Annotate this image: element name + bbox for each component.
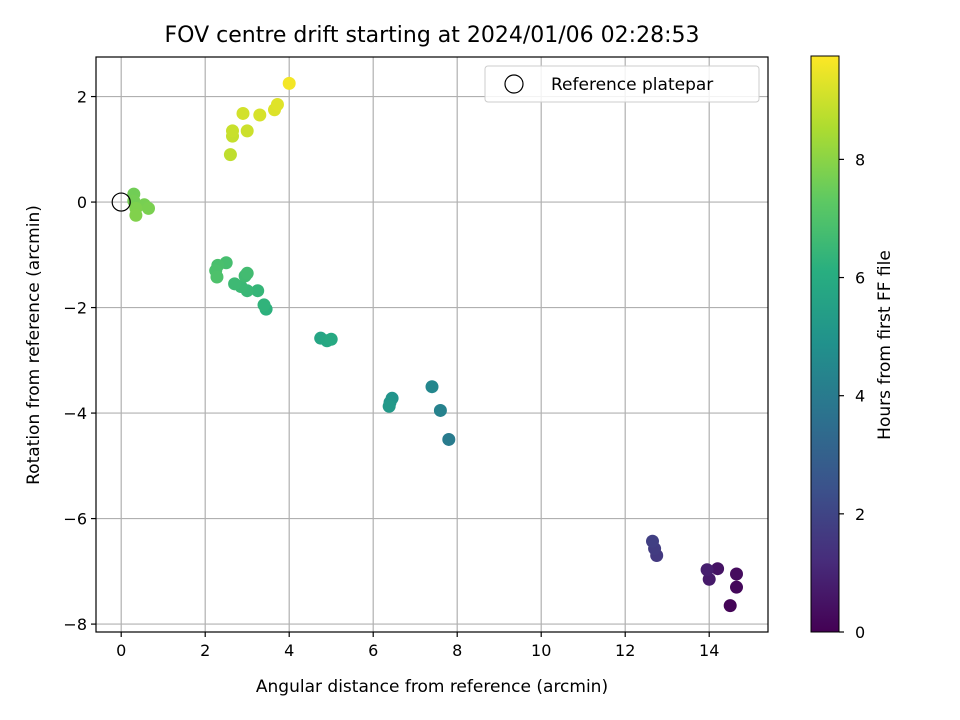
colorbar-tick-label: 8 — [855, 150, 865, 169]
scatter-point — [282, 76, 296, 90]
x-tick-label: 0 — [116, 641, 126, 660]
plot-area-frame — [95, 56, 769, 633]
x-tick-label: 8 — [452, 641, 462, 660]
colorbar-tick-label: 0 — [855, 623, 865, 642]
x-axis-label: Angular distance from reference (arcmin) — [256, 677, 608, 697]
scatter-point — [223, 148, 237, 162]
scatter-point — [228, 277, 242, 291]
scatter-point — [730, 580, 743, 594]
colorbar-tick-label: 2 — [855, 505, 865, 524]
colorbar-tick-label: 6 — [855, 269, 865, 288]
x-tick-label: 4 — [284, 641, 294, 660]
x-tick-label: 12 — [615, 641, 635, 660]
scatter-point — [257, 298, 271, 312]
scatter-point — [646, 534, 659, 548]
y-axis-ticks: −8 −6 −4 −2 0 2 — [63, 88, 96, 634]
scatter-points — [127, 76, 743, 613]
reference-platepar-marker — [111, 192, 131, 212]
y-tick-label: −6 — [63, 510, 87, 529]
scatter-point — [433, 403, 447, 417]
scatter-point — [251, 284, 265, 298]
colorbar: 0 2 4 6 8 Hours from first FF file — [810, 55, 895, 642]
scatter-point — [723, 599, 737, 613]
y-tick-label: 0 — [77, 193, 87, 212]
scatter-point — [730, 567, 743, 581]
x-tick-label: 6 — [368, 641, 378, 660]
colorbar-gradient — [811, 56, 839, 632]
y-tick-label: 2 — [77, 88, 87, 107]
scatter-point — [382, 399, 396, 413]
colorbar-tick-label: 4 — [855, 387, 865, 406]
scatter-point — [142, 201, 155, 215]
scatter-point — [425, 380, 439, 394]
scatter-point — [253, 108, 267, 122]
colorbar-label: Hours from first FF file — [875, 250, 895, 440]
legend-reference-marker — [504, 74, 524, 94]
legend-label: Reference platepar — [551, 75, 713, 95]
y-tick-label: −8 — [63, 615, 87, 634]
scatter-point — [270, 97, 284, 111]
scatter-point — [210, 270, 224, 284]
scatter-point — [240, 124, 254, 138]
scatter-point — [236, 106, 250, 120]
scatter-point — [700, 563, 714, 577]
reference-marker-layer — [111, 192, 131, 212]
colorbar-ticks: 0 2 4 6 8 — [839, 150, 865, 642]
y-tick-label: −4 — [63, 404, 87, 423]
x-tick-label: 14 — [699, 641, 719, 660]
scatter-point — [442, 432, 456, 446]
scatter-point — [324, 332, 338, 346]
grid-lines — [96, 57, 768, 632]
x-tick-label: 2 — [200, 641, 210, 660]
y-axis-label: Rotation from reference (arcmin) — [24, 205, 44, 485]
colorbar-frame — [810, 55, 840, 633]
legend: Reference platepar — [484, 65, 760, 103]
scatter-point — [240, 266, 254, 280]
legend-box — [484, 65, 760, 103]
x-tick-label: 10 — [531, 641, 551, 660]
scatter-point — [226, 124, 239, 138]
scatter-point — [129, 208, 143, 222]
x-axis-ticks: 0 2 4 6 8 10 12 14 — [116, 632, 719, 660]
chart-title: FOV centre drift starting at 2024/01/06 … — [165, 23, 700, 48]
scatter-point — [711, 562, 725, 576]
y-tick-label: −2 — [63, 299, 87, 318]
